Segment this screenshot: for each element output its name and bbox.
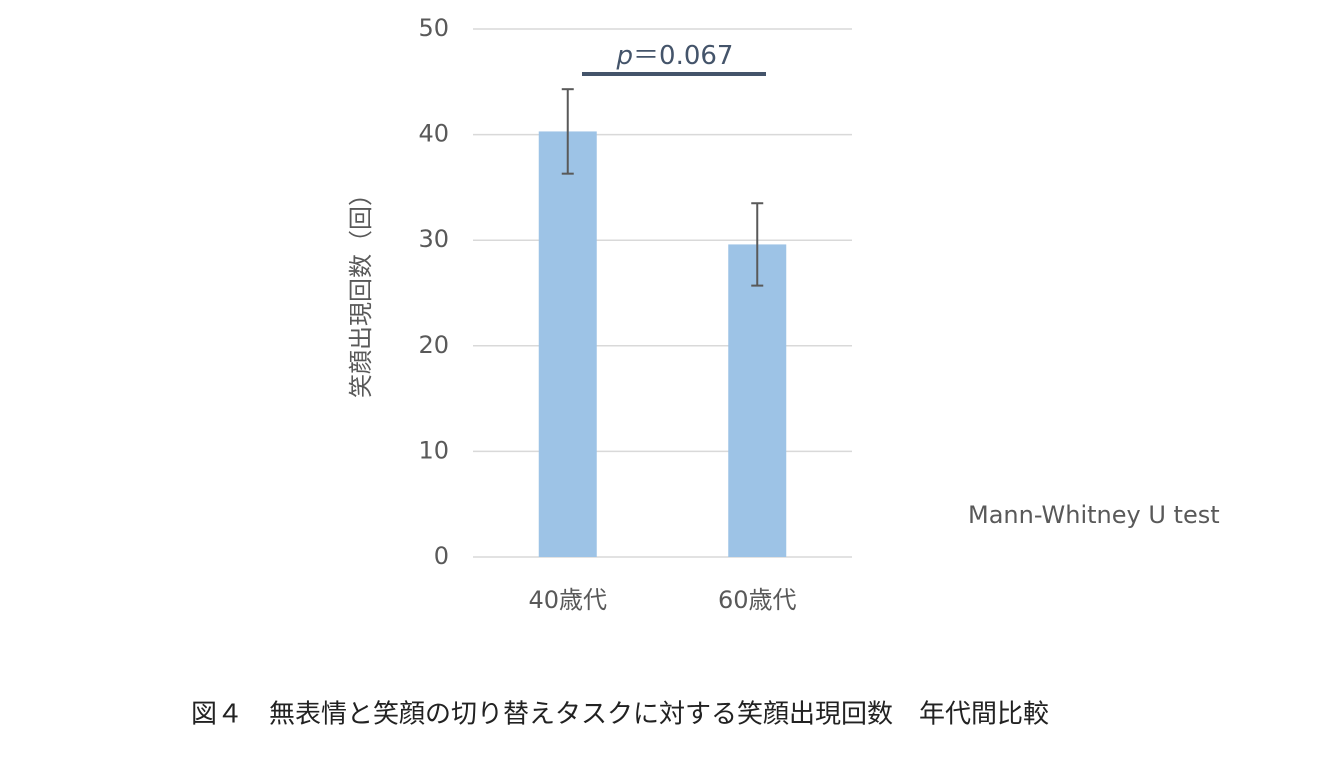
bar	[728, 244, 787, 557]
y-tick-label: 20	[418, 331, 449, 359]
caption: 図４ 無表情と笑顔の切り替えタスクに対する笑顔出現回数 年代間比較	[191, 700, 1049, 730]
y-tick-label: 40	[418, 120, 449, 148]
y-tick-label: 30	[418, 225, 449, 253]
x-tick-label: 60歳代	[718, 586, 797, 614]
annotation-text: ＝0.067	[633, 41, 733, 71]
bar	[538, 131, 597, 557]
y-tick-label: 50	[418, 14, 449, 42]
error-bar	[561, 88, 574, 175]
y-tick-label: 0	[434, 542, 449, 570]
y-tick-label: 10	[418, 436, 449, 464]
note: Mann-Whitney U test	[968, 501, 1220, 529]
annotation: p＝0.067	[616, 41, 734, 71]
x-tick-label: 40歳代	[528, 586, 607, 614]
annotation-symbol: p	[616, 41, 634, 71]
error-bar	[751, 202, 764, 287]
y-axis-label: 笑顔出現回数（回）	[347, 182, 375, 398]
